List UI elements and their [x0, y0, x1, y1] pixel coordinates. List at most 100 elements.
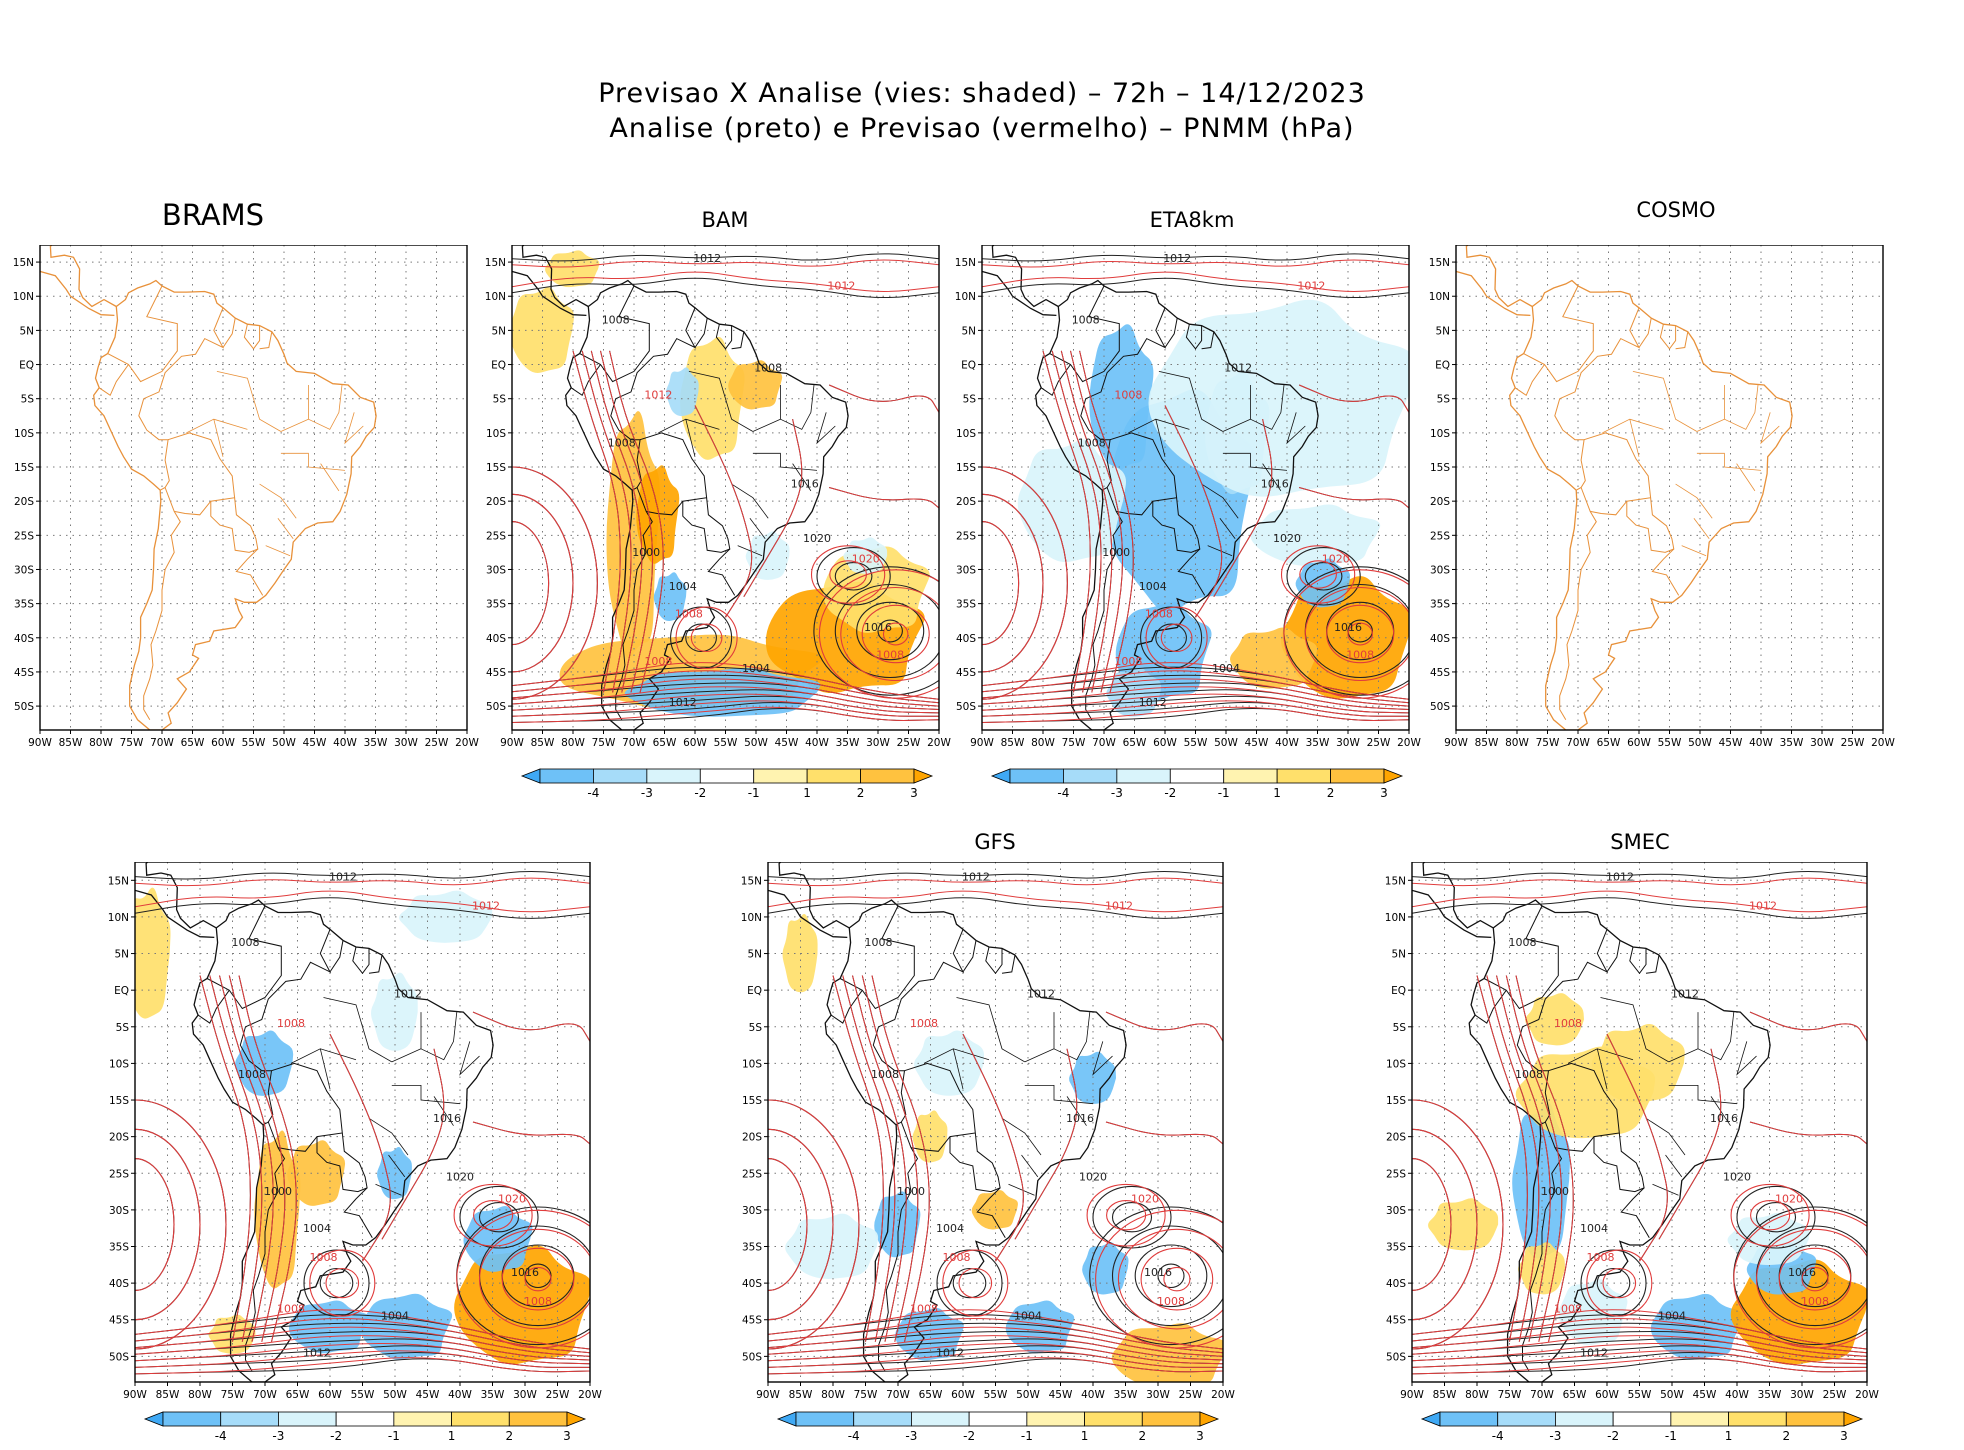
lon-tick-label: 80W [821, 1389, 845, 1401]
colorbar-segment [335, 1411, 395, 1427]
colorbar-label: 1 [1725, 1429, 1733, 1443]
contour-line [512, 466, 598, 700]
contour-line [810, 545, 886, 604]
contour-line [512, 271, 939, 292]
lat-tick-label: 15N [13, 257, 34, 269]
contour-label: 1012 [669, 696, 697, 709]
contour-line [238, 975, 297, 1342]
contour-line [609, 350, 664, 693]
contour-label: 1008 [910, 1302, 938, 1315]
lon-tick-label: 70W [622, 737, 646, 749]
lon-tick-label: 50W [1688, 737, 1712, 749]
colorbar-segment [1276, 768, 1331, 784]
contour-labels: 1012 1012 1008 1012 1008 1008 1016 1020 1020 1016… [865, 870, 1186, 1359]
lat-tick-label: 15N [485, 257, 506, 269]
contour-line [768, 1342, 1223, 1365]
contour-label: 1020 [1775, 1193, 1803, 1206]
lat-tick-label: 15S [109, 1095, 129, 1107]
colorbar-segment [1383, 768, 1404, 784]
contour-line [675, 606, 738, 670]
contour-label: 1008 [277, 1302, 305, 1315]
lon-tick-label: 55W [1628, 1389, 1652, 1401]
contour-line [478, 1228, 590, 1330]
contour-label: 1012 [962, 870, 990, 883]
colorbar-label: -1 [748, 786, 760, 800]
contour-line [135, 1309, 590, 1350]
contour-label: 1016 [1334, 621, 1362, 634]
contour-line [958, 1267, 993, 1299]
contour-label: 1020 [1131, 1193, 1159, 1206]
contour-label: 1008 [1801, 1295, 1829, 1308]
lon-tick-label: 45W [1245, 737, 1269, 749]
contour-line [1042, 350, 1091, 693]
lat-tick-label: 50S [742, 1351, 762, 1363]
lon-tick-label: 30W [866, 737, 890, 749]
lon-tick-label: 55W [1658, 737, 1682, 749]
contour-label: 1008 [1145, 607, 1173, 620]
lon-tick-label: 90W [1400, 1389, 1424, 1401]
contour-line [1086, 1183, 1166, 1247]
contour-label: 1016 [1788, 1266, 1816, 1279]
colorbar-label: -1 [1021, 1429, 1033, 1443]
lon-tick-label: 50W [1016, 1389, 1040, 1401]
contour-line [581, 350, 632, 693]
lat-tick-label: 15N [1429, 257, 1450, 269]
contour-line [199, 975, 251, 1342]
lon-tick-label: 60W [1627, 737, 1651, 749]
colorbar-label: 3 [1196, 1429, 1204, 1443]
lat-tick-label: 15N [741, 875, 762, 887]
lat-tick-label: 50S [1430, 701, 1450, 713]
contour-line [512, 277, 939, 299]
lat-tick-label: 5N [114, 949, 129, 961]
contour-label: 1020 [1322, 553, 1350, 566]
contour-line [982, 277, 1409, 299]
lon-tick-label: 35W [481, 1389, 505, 1401]
lon-tick-label: 30W [1810, 737, 1834, 749]
contour-line [768, 877, 1223, 887]
contour-line [1801, 1266, 1829, 1292]
lon-tick-label: 20W [1211, 1389, 1235, 1401]
lon-tick-label: 45W [303, 737, 327, 749]
lat-tick-label: EQ [961, 360, 976, 372]
contour-label: 1012 [303, 1346, 331, 1359]
colorbar-segment [1063, 768, 1118, 784]
contour-line [209, 975, 263, 1342]
lat-tick-label: 30S [956, 565, 976, 577]
map-panel-eta8km: 1012 1012 1008 1012 1008 1008 1016 1020 1020 1016… [955, 245, 1421, 749]
contour-label: 1012 [1139, 696, 1167, 709]
colorbar-segment [1670, 1411, 1729, 1427]
contour-line [1014, 1048, 1078, 1240]
panel-title-brams: BRAMS [161, 198, 265, 232]
contour-line [856, 601, 925, 661]
contour-line [690, 623, 723, 653]
lon-tick-label: 50W [272, 737, 296, 749]
lat-tick-label: 20S [742, 1132, 762, 1144]
lon-tick-label: 60W [951, 1389, 975, 1401]
contour-line [768, 890, 1223, 913]
contour-label: 1008 [943, 1251, 971, 1264]
colorbar-label: -2 [694, 786, 706, 800]
lat-tick-label: 10S [956, 428, 976, 440]
contour-line [1596, 1267, 1631, 1299]
contour-line [478, 1202, 520, 1233]
panel-title-gfs: GFS [974, 830, 1016, 854]
contour-label: 1004 [742, 662, 770, 675]
lat-tick-label: 10S [1430, 428, 1450, 440]
contour-line [768, 1335, 1223, 1361]
lat-tick-label: 35S [1386, 1242, 1406, 1254]
contour-line [319, 1267, 354, 1299]
lon-tick-label: 85W [1475, 737, 1499, 749]
lat-tick-label: 35S [1430, 599, 1450, 611]
contour-line [952, 1267, 987, 1299]
contour-line [982, 259, 1409, 268]
lat-tick-label: 10N [741, 912, 762, 924]
contour-line [861, 604, 930, 664]
lat-tick-label: 5S [493, 394, 507, 406]
contour-line [1412, 1128, 1478, 1321]
colorbar-bam: -4-3-2-11234 [520, 768, 934, 800]
contour-line [982, 706, 1409, 723]
lat-tick-label: 25S [486, 530, 506, 542]
lon-tick-label: 35W [836, 737, 860, 749]
contour-label: 1012 [1580, 1346, 1608, 1359]
contour-labels: 1012 1012 1008 1012 1008 1008 1016 1020 1020 1016… [232, 870, 553, 1359]
